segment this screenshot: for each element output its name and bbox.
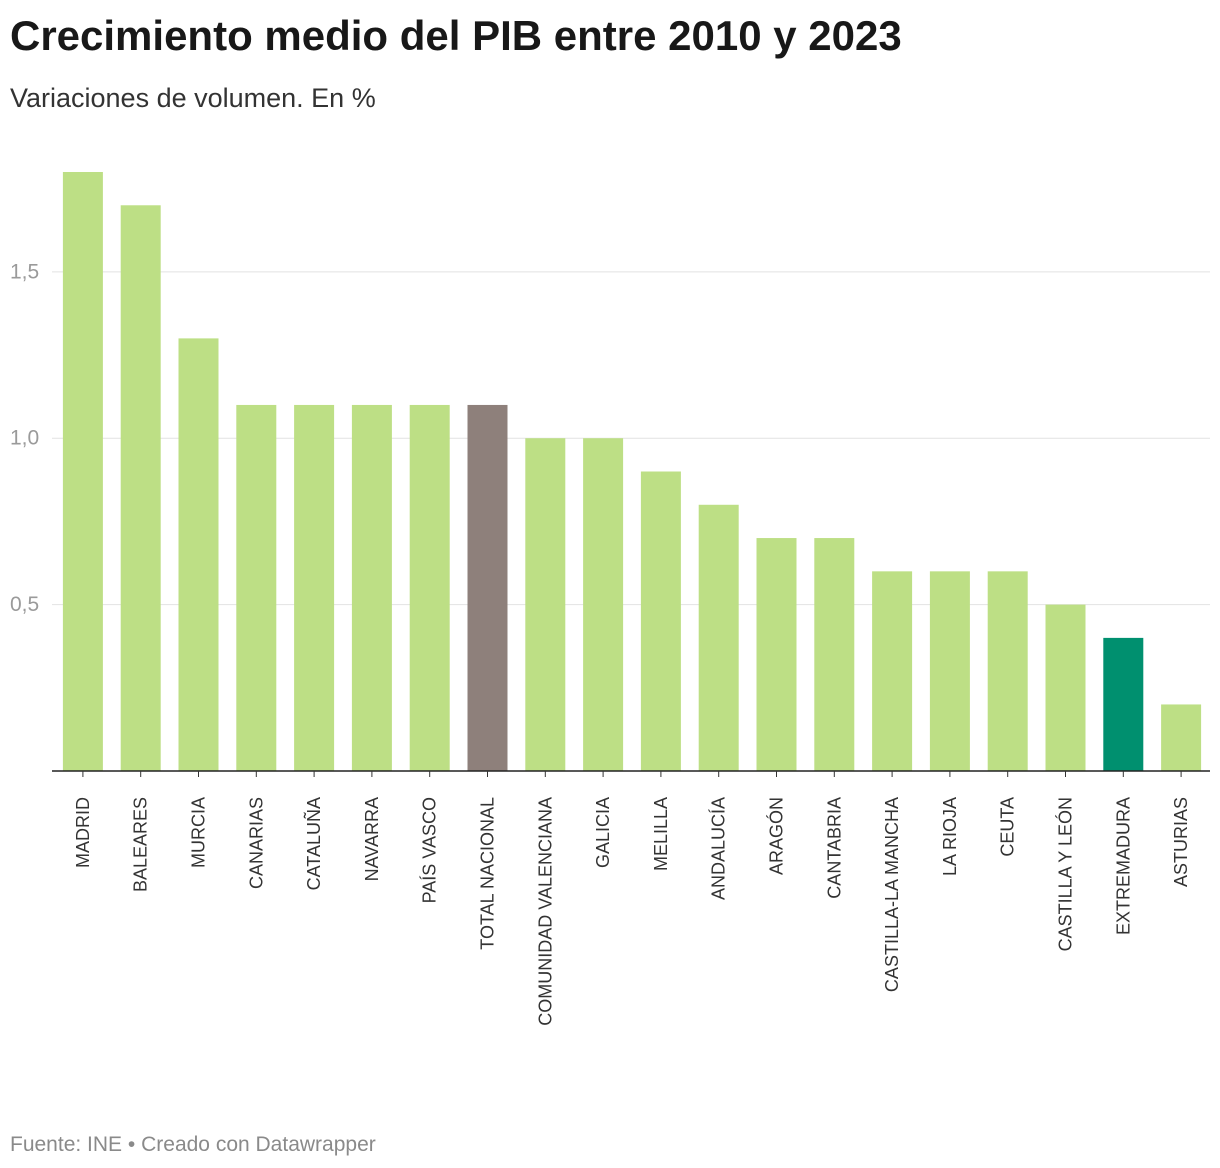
category-label-madrid: MADRID bbox=[73, 797, 93, 868]
chart-subtitle: Variaciones de volumen. En % bbox=[10, 83, 376, 113]
category-label-extremadura: EXTREMADURA bbox=[1113, 797, 1133, 935]
bar-extremadura bbox=[1103, 637, 1144, 771]
bar-baleares bbox=[120, 205, 161, 771]
category-label-cataluna: CATALUÑA bbox=[303, 797, 324, 890]
category-label-castilla-la-mancha: CASTILLA-LA MANCHA bbox=[882, 797, 902, 992]
bar-cataluna bbox=[294, 404, 335, 771]
bar-andalucia bbox=[698, 504, 739, 771]
category-label-total-nacional: TOTAL NACIONAL bbox=[478, 797, 498, 950]
category-label-ceuta: CEUTA bbox=[998, 797, 1018, 857]
source-note: Fuente: INE bbox=[10, 1133, 123, 1156]
chart-title: Crecimiento medio del PIB entre 2010 y 2… bbox=[10, 12, 902, 59]
x-axis-ticks bbox=[82, 771, 1182, 777]
bar-madrid bbox=[62, 172, 103, 771]
category-label-canarias: CANARIAS bbox=[246, 797, 266, 889]
category-label-navarra: NAVARRA bbox=[362, 797, 382, 881]
footer-separator: • bbox=[127, 1133, 136, 1156]
bar-castilla-y-leon bbox=[1045, 604, 1086, 771]
bar-comunidad-valenciana bbox=[525, 438, 566, 771]
x-axis-labels: MADRID BALEARES MURCIA CANARIAS CATALUÑA NAVA… bbox=[73, 797, 1191, 1026]
datawrapper-credit-link[interactable]: Creado con Datawrapper bbox=[141, 1133, 376, 1156]
bar-cantabria bbox=[814, 538, 855, 771]
y-axis-labels: 0,5 1,0 1,5 bbox=[10, 260, 39, 616]
category-label-murcia: MURCIA bbox=[189, 797, 209, 868]
bar-melilla bbox=[640, 471, 681, 771]
category-label-cantabria: CANTABRIA bbox=[824, 797, 844, 899]
y-axis-tick-label: 0,5 bbox=[10, 593, 39, 616]
bar-la-rioja bbox=[929, 571, 970, 771]
category-label-aragon: ARAGÓN bbox=[766, 797, 787, 875]
category-label-castilla-y-leon: CASTILLA Y LEÓN bbox=[1055, 797, 1076, 951]
gridlines bbox=[52, 271, 1210, 606]
category-label-asturias: ASTURIAS bbox=[1171, 797, 1191, 887]
bar-total-nacional bbox=[467, 404, 508, 771]
category-label-melilla: MELILLA bbox=[651, 797, 671, 871]
bar-canarias bbox=[236, 404, 277, 771]
bar-galicia bbox=[583, 438, 624, 771]
chart-footer: Fuente: INE • Creado con Datawrapper bbox=[10, 1133, 376, 1157]
category-label-la-rioja: LA RIOJA bbox=[940, 797, 960, 876]
bar-pais-vasco bbox=[409, 404, 450, 771]
bar-murcia bbox=[178, 338, 219, 771]
category-label-pais-vasco: PAÍS VASCO bbox=[420, 797, 440, 903]
bars bbox=[62, 172, 1202, 771]
category-label-galicia: GALICIA bbox=[593, 797, 613, 868]
y-axis-tick-label: 1,0 bbox=[10, 427, 39, 450]
bar-navarra bbox=[351, 404, 392, 771]
bar-asturias bbox=[1161, 704, 1202, 771]
y-axis-tick-label: 1,5 bbox=[10, 260, 39, 283]
bar-aragon bbox=[756, 538, 797, 771]
category-label-comunidad-valenciana: COMUNIDAD VALENCIANA bbox=[535, 797, 555, 1026]
bar-castilla-la-mancha bbox=[872, 571, 913, 771]
category-label-andalucia: ANDALUCÍA bbox=[709, 797, 729, 900]
bar-ceuta bbox=[987, 571, 1028, 771]
category-label-baleares: BALEARES bbox=[131, 797, 151, 892]
